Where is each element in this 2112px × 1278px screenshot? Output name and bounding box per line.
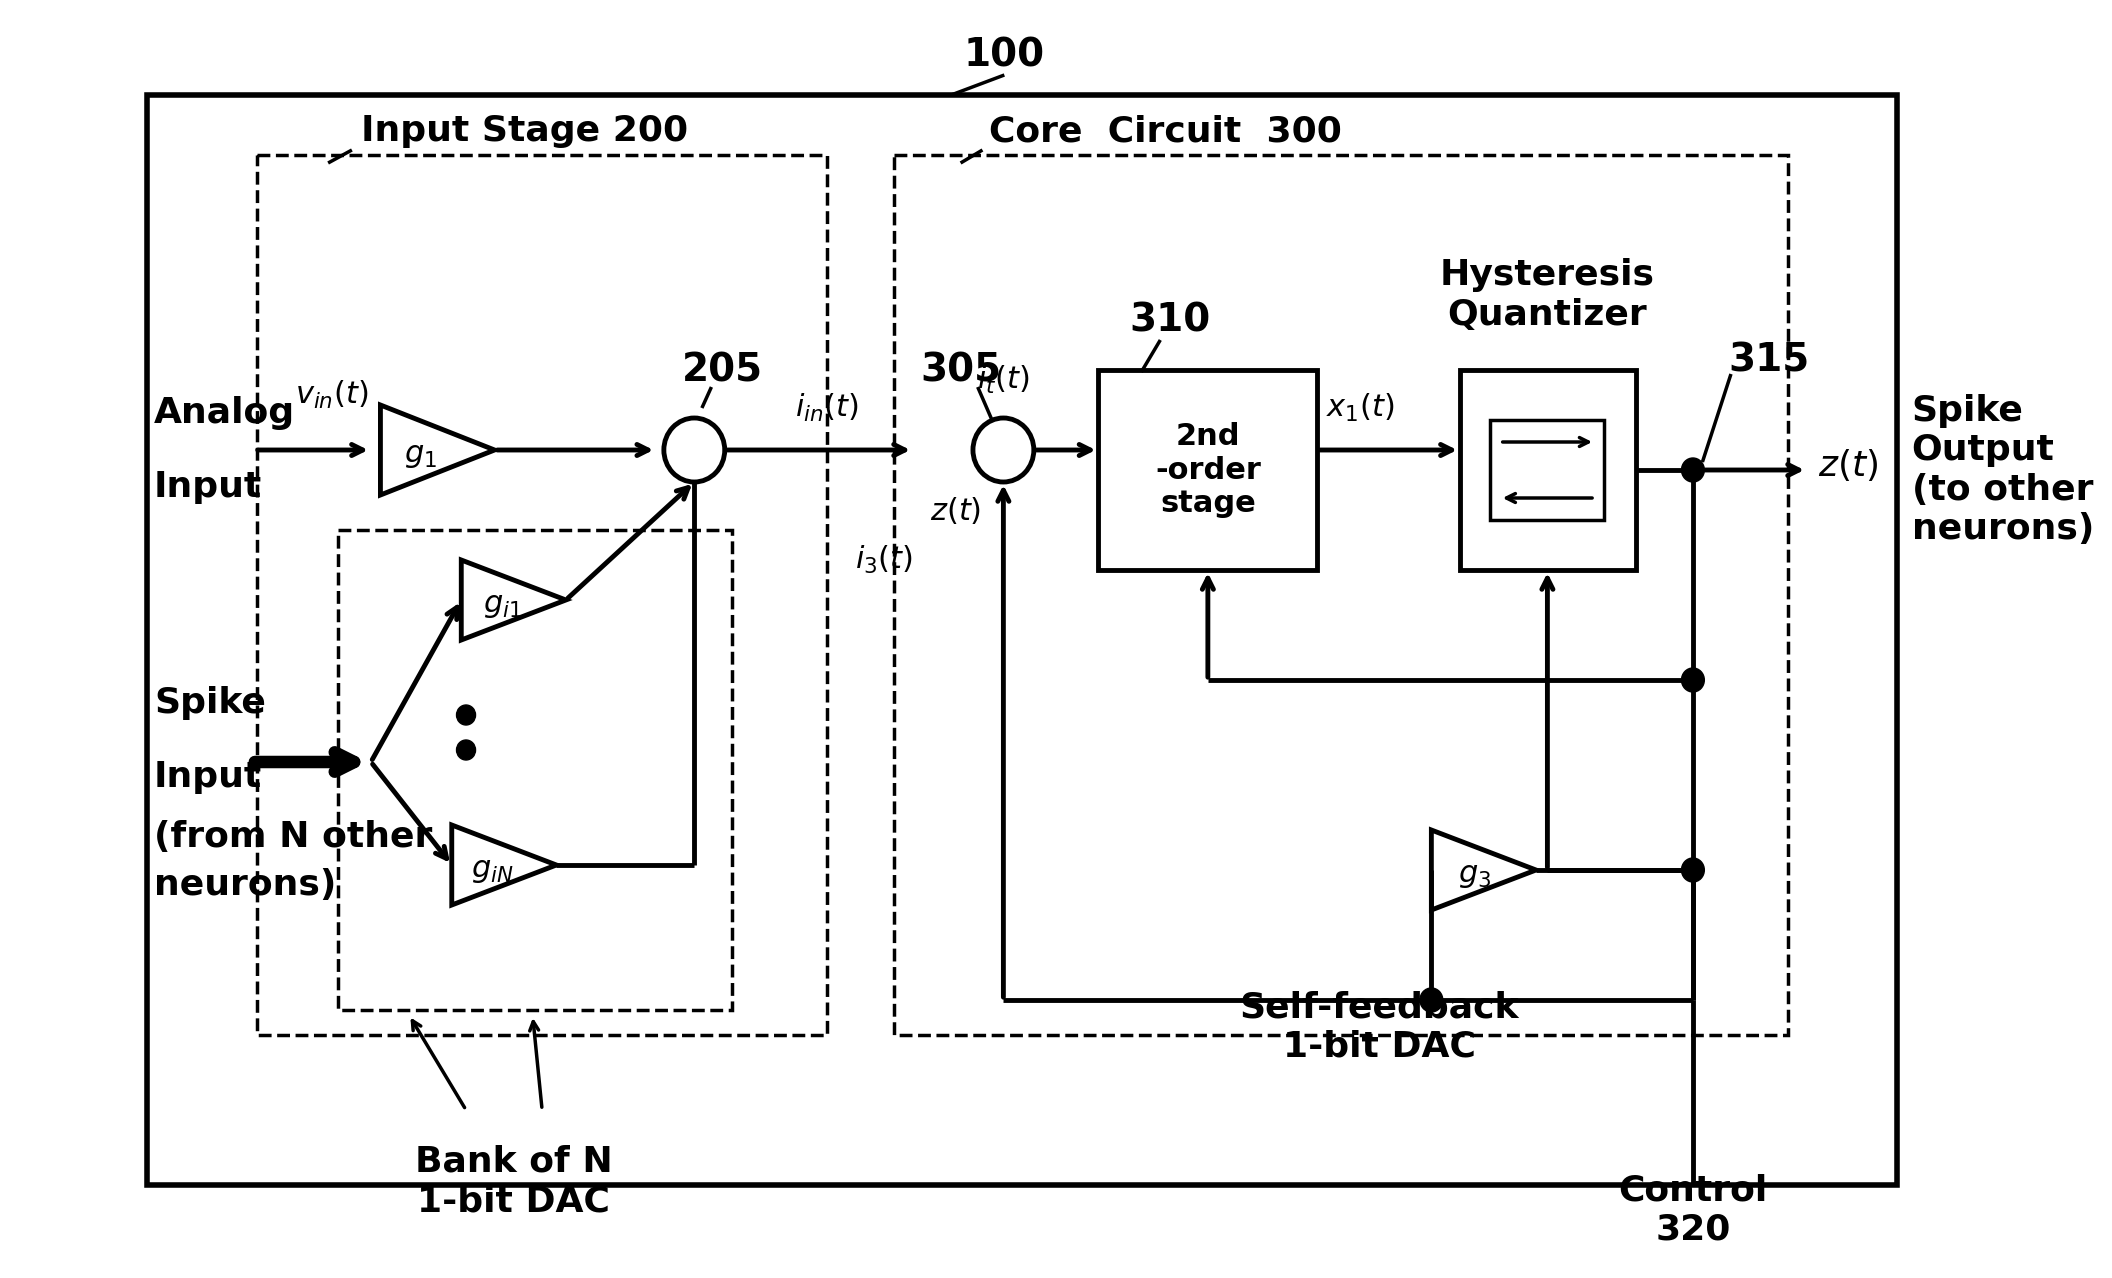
Bar bbox=[258, 155, 828, 1035]
Text: Input: Input bbox=[154, 760, 262, 794]
Text: Hysteresis
Quantizer: Hysteresis Quantizer bbox=[1440, 258, 1656, 332]
Text: Input Stage 200: Input Stage 200 bbox=[361, 114, 689, 148]
Text: $x_1(t)$: $x_1(t)$ bbox=[1326, 392, 1394, 424]
Text: Self-feedback
1-bit DAC: Self-feedback 1-bit DAC bbox=[1240, 990, 1519, 1063]
Text: 315: 315 bbox=[1728, 341, 1810, 380]
Circle shape bbox=[1681, 458, 1704, 482]
Text: 205: 205 bbox=[682, 351, 762, 389]
Text: Spike
Output
(to other
neurons): Spike Output (to other neurons) bbox=[1911, 394, 2093, 546]
Bar bbox=[893, 155, 1789, 1035]
Text: Core  Circuit  300: Core Circuit 300 bbox=[988, 114, 1341, 148]
Text: neurons): neurons) bbox=[154, 868, 336, 902]
Bar bbox=[1459, 371, 1637, 570]
Text: $g_{iN}$: $g_{iN}$ bbox=[471, 855, 513, 884]
Text: $g_3$: $g_3$ bbox=[1457, 860, 1491, 889]
Text: Analog: Analog bbox=[154, 396, 296, 429]
Bar bbox=[338, 530, 733, 1010]
Text: $i_{in}(t)$: $i_{in}(t)$ bbox=[796, 392, 860, 424]
Text: Input: Input bbox=[154, 470, 262, 504]
Text: (from N other: (from N other bbox=[154, 820, 433, 854]
Text: Control
320: Control 320 bbox=[1618, 1173, 1768, 1247]
Text: 310: 310 bbox=[1130, 302, 1210, 339]
Text: $i_t(t)$: $i_t(t)$ bbox=[978, 364, 1031, 396]
Circle shape bbox=[974, 418, 1033, 482]
Circle shape bbox=[456, 705, 475, 725]
Text: $z(t)$: $z(t)$ bbox=[1818, 447, 1880, 483]
Circle shape bbox=[663, 418, 724, 482]
Bar bbox=[1098, 371, 1318, 570]
Text: $i_3(t)$: $i_3(t)$ bbox=[855, 544, 912, 576]
Text: $z(t)$: $z(t)$ bbox=[929, 495, 982, 525]
Text: 305: 305 bbox=[921, 351, 1001, 389]
Bar bbox=[1491, 420, 1605, 520]
Text: $g_{i1}$: $g_{i1}$ bbox=[484, 590, 522, 620]
Circle shape bbox=[1419, 988, 1442, 1012]
Text: 100: 100 bbox=[963, 36, 1045, 74]
Bar bbox=[148, 95, 1897, 1185]
Circle shape bbox=[1681, 858, 1704, 882]
Circle shape bbox=[1681, 668, 1704, 691]
Text: Spike: Spike bbox=[154, 686, 266, 720]
Text: $g_1$: $g_1$ bbox=[403, 441, 437, 469]
Text: $v_{in}(t)$: $v_{in}(t)$ bbox=[296, 380, 367, 412]
Circle shape bbox=[456, 740, 475, 760]
Text: Bank of N
1-bit DAC: Bank of N 1-bit DAC bbox=[414, 1145, 612, 1218]
Text: 2nd
-order
stage: 2nd -order stage bbox=[1155, 422, 1261, 518]
